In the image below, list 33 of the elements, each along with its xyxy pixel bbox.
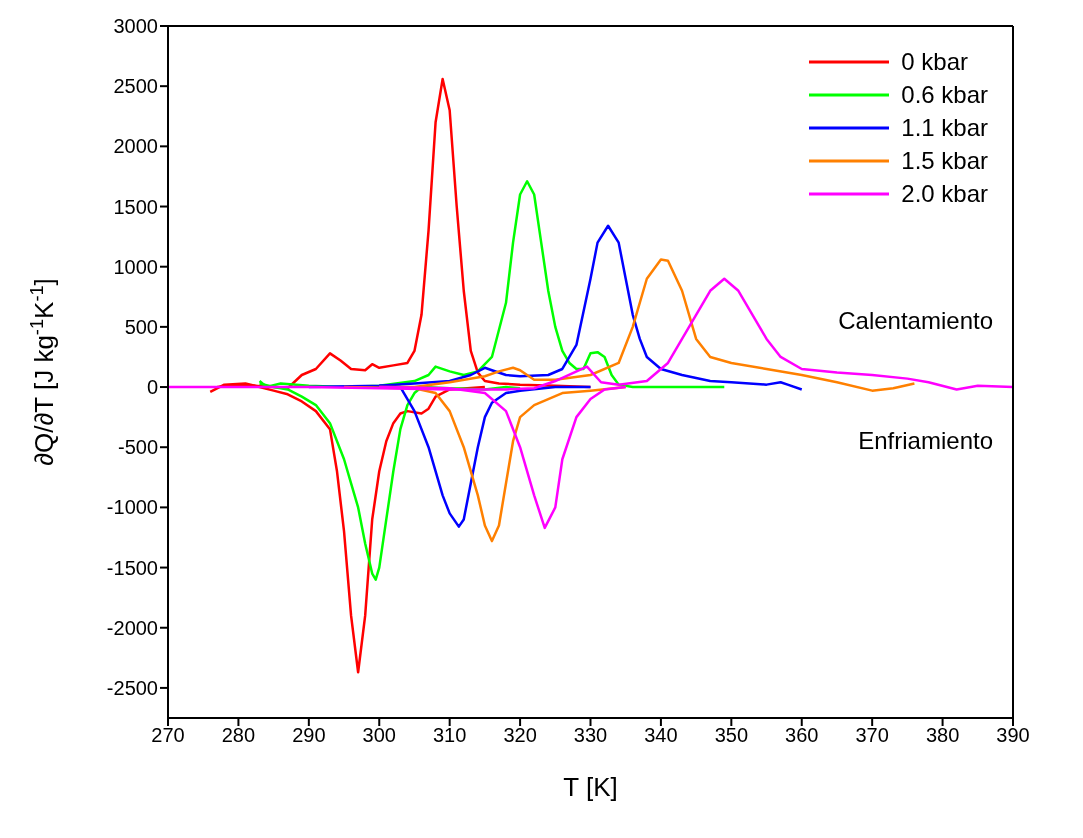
x-tick-label: 300	[362, 724, 396, 747]
legend-label: 0.6 kbar	[901, 80, 988, 109]
x-tick-label: 320	[503, 724, 537, 747]
x-tick-label: 390	[996, 724, 1030, 747]
y-tick-label: -2500	[106, 677, 158, 700]
y-tick-label: 500	[124, 315, 158, 338]
legend-label: 2.0 kbar	[901, 179, 988, 208]
y-tick-label: -1500	[106, 556, 158, 579]
x-tick-label: 330	[573, 724, 608, 747]
y-tick-label: -1000	[106, 496, 158, 519]
legend-label: 1.1 kbar	[901, 113, 988, 142]
legend-label: 1.5 kbar	[901, 146, 988, 175]
y-tick-label: -2000	[106, 616, 158, 639]
legend-label: 0 kbar	[901, 47, 968, 76]
y-tick-label: 3000	[113, 15, 158, 38]
x-tick-label: 360	[785, 724, 819, 747]
x-tick-label: 270	[151, 724, 185, 747]
x-axis-title: T [K]	[563, 772, 618, 802]
x-tick-label: 350	[714, 724, 749, 747]
x-tick-label: 290	[292, 724, 326, 747]
y-tick-label: 1500	[113, 195, 158, 218]
x-tick-label: 340	[644, 724, 678, 747]
y-tick-label: 2500	[113, 75, 158, 98]
x-tick-label: 380	[925, 724, 960, 747]
x-tick-label: 280	[221, 724, 256, 747]
annotation: Enfriamiento	[858, 426, 993, 455]
x-tick-label: 370	[855, 724, 889, 747]
y-tick-label: -500	[117, 436, 158, 459]
y-tick-label: 2000	[113, 135, 158, 158]
y-tick-label: 1000	[113, 255, 158, 278]
y-tick-label: 0	[146, 376, 158, 399]
annotation: Calentamiento	[838, 306, 993, 335]
x-tick-label: 310	[432, 724, 467, 747]
